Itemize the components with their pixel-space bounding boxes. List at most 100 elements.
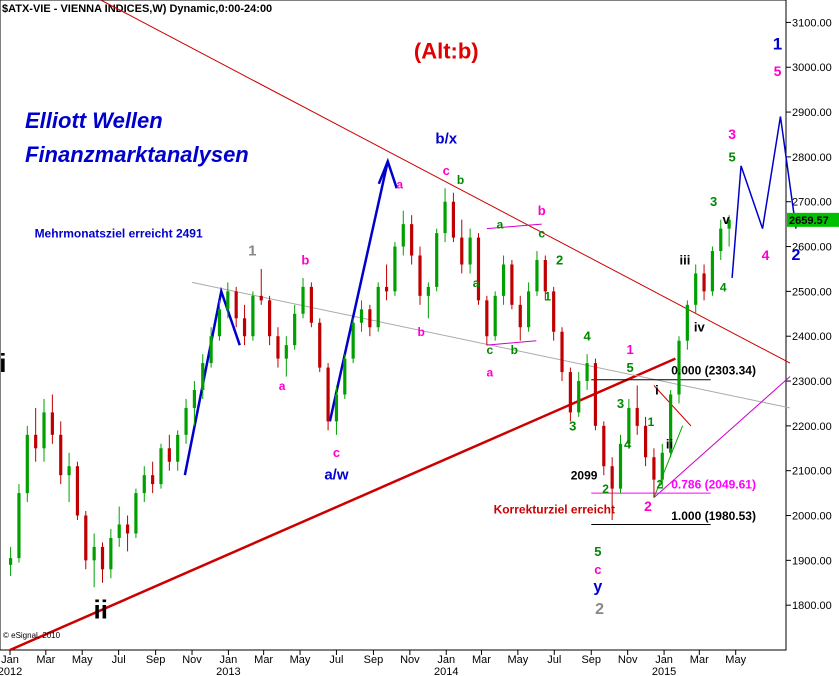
wave-label: y xyxy=(593,579,602,596)
wave-label: 3 xyxy=(569,418,576,433)
wave-label: 4 xyxy=(720,280,727,294)
y-tick-label: 2000.00 xyxy=(792,511,832,523)
x-tick-label: Sep xyxy=(364,654,384,666)
candle-body xyxy=(543,260,547,292)
x-tick-label: Nov xyxy=(400,654,420,666)
candle-body xyxy=(710,251,715,292)
chart-annotation: 1.000 (1980.53) xyxy=(671,509,756,523)
wave-label: 5 xyxy=(774,63,782,79)
candle-body xyxy=(618,443,623,489)
candle-body xyxy=(226,291,230,310)
wave-label: 5 xyxy=(728,149,735,164)
chart-annotation: (Alt:b) xyxy=(414,38,479,63)
candle-body xyxy=(117,524,121,538)
watermark: © eSignal, 2010 xyxy=(3,631,61,640)
wave-label: c xyxy=(333,445,340,460)
candle-body xyxy=(242,318,247,337)
candle-body xyxy=(468,237,472,265)
last-price-box xyxy=(787,212,839,227)
candle-body xyxy=(435,233,439,287)
wave-label: b xyxy=(301,252,309,267)
x-tick-label: Jan xyxy=(437,654,455,666)
x-tick-label: Jan xyxy=(1,654,19,666)
candle-body xyxy=(167,448,171,462)
y-tick-label: 1800.00 xyxy=(792,600,832,612)
last-price-label: 2659.57 xyxy=(789,215,829,227)
y-tick-label: 2500.00 xyxy=(792,286,832,298)
wave-label: a xyxy=(497,218,504,232)
y-tick-label: 2100.00 xyxy=(792,466,832,478)
candle-body xyxy=(643,425,648,458)
year-label: 2012 xyxy=(0,666,22,676)
candle-body xyxy=(460,237,464,265)
y-tick-label: 1900.00 xyxy=(792,555,832,567)
wave-label: v xyxy=(723,212,731,227)
chart-annotation: 0.786 (2049.61) xyxy=(671,478,756,492)
wave-projection xyxy=(731,116,797,278)
candle-body xyxy=(685,304,689,341)
candle-body xyxy=(351,322,355,359)
candle-body xyxy=(410,224,414,256)
candle-body xyxy=(577,381,581,413)
y-tick-label: 2400.00 xyxy=(792,331,832,343)
x-tick-label: Jul xyxy=(112,654,126,666)
wave-label: a/w xyxy=(324,467,349,484)
candle-body xyxy=(251,295,255,337)
wave-label: 4 xyxy=(624,436,632,451)
x-tick-label: May xyxy=(72,654,93,666)
candle-body xyxy=(359,309,364,323)
y-tick-label: 2200.00 xyxy=(792,421,832,433)
candle-body xyxy=(527,291,531,328)
y-tick-label: 2600.00 xyxy=(792,242,832,254)
wave-label: 1 xyxy=(626,342,633,357)
lower-trendline xyxy=(9,357,676,652)
candle-body xyxy=(284,345,288,359)
x-tick-label: Nov xyxy=(182,654,202,666)
x-tick-label: Jan xyxy=(655,654,673,666)
wave-label: b/x xyxy=(435,130,457,147)
wave-label: 1 xyxy=(248,243,256,260)
candle-body xyxy=(560,331,564,373)
candle-body xyxy=(151,475,155,485)
wave-label: 3 xyxy=(728,126,736,142)
wave-label: a xyxy=(486,366,493,380)
candle-body xyxy=(17,493,21,559)
y-tick-label: 3000.00 xyxy=(792,62,832,74)
candle-body xyxy=(635,407,639,426)
wave-label: 4 xyxy=(583,329,591,344)
year-label: 2014 xyxy=(434,666,458,676)
candle-body xyxy=(159,448,163,485)
blue-impulse-1 xyxy=(183,286,241,476)
candle-body xyxy=(426,286,430,296)
year-label: 2013 xyxy=(216,666,240,676)
candle-body xyxy=(518,304,522,328)
candle-body xyxy=(727,219,731,229)
wave-label: 2 xyxy=(556,252,563,267)
wave-label: b xyxy=(538,203,546,218)
candle-body xyxy=(610,466,614,489)
candle-body xyxy=(217,309,222,337)
candle-body xyxy=(25,434,29,494)
x-tick-label: Mar xyxy=(472,654,491,666)
wave-label: 2 xyxy=(792,247,801,264)
candle-body xyxy=(376,286,380,328)
wave-label: c xyxy=(443,163,450,178)
x-tick-label: Sep xyxy=(146,654,166,666)
candle-body xyxy=(485,300,489,337)
candle-body xyxy=(84,515,88,561)
x-tick-label: Sep xyxy=(581,654,601,666)
wave-label: i xyxy=(0,348,6,378)
x-tick-label: May xyxy=(507,654,528,666)
wave-label: c xyxy=(594,562,601,577)
candle-body xyxy=(660,452,664,480)
candle-body xyxy=(318,322,322,368)
candle-body xyxy=(393,246,397,292)
x-tick-label: Jul xyxy=(547,654,561,666)
candle-body xyxy=(59,434,63,476)
wave-label: 3 xyxy=(710,194,717,209)
wave-label: iii xyxy=(680,252,691,267)
candle-body xyxy=(201,363,205,390)
x-tick-label: Mar xyxy=(254,654,273,666)
